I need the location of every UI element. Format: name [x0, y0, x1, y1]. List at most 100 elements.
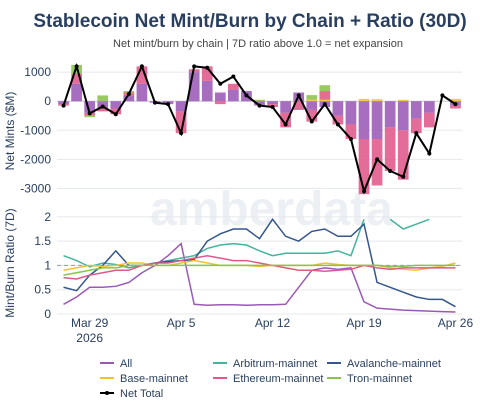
- bar-segment-base-mainnet: [306, 99, 318, 102]
- legend: All Arbitrum-mainnet Avalanche-mainnet Base…: [100, 358, 441, 400]
- bar-segment-all: [397, 101, 409, 131]
- net-total-point: [309, 119, 314, 124]
- bar-segment-all: [267, 101, 278, 105]
- bar-segment-all: [188, 72, 200, 102]
- net-total-point: [296, 93, 301, 98]
- bar-segment-all: [71, 83, 82, 102]
- net-total-point: [270, 105, 275, 110]
- bottom-y-tick-label: 1.5: [34, 234, 51, 248]
- bar-segment-ethereum-mainnet: [201, 66, 213, 81]
- bar-segment-all: [175, 101, 187, 112]
- net-total-point: [179, 131, 184, 136]
- legend-entry: Arbitrum-mainnet: [233, 358, 317, 370]
- bar-segment-ethereum-mainnet: [175, 111, 187, 134]
- bar-segment-ethereum-mainnet: [345, 124, 357, 139]
- top-y-axis-label: Net Mints ($M): [3, 92, 17, 171]
- bar-segment-ethereum-mainnet: [358, 138, 370, 195]
- net-total-point: [205, 65, 210, 70]
- bar-segment-all: [201, 80, 213, 102]
- bar-segment-tron-mainnet: [84, 115, 96, 118]
- x-tick-label: Apr 26: [438, 316, 474, 330]
- net-total-point: [231, 74, 236, 79]
- x-tick-label: Apr 19: [346, 316, 382, 330]
- ratio-line-ethereum-mainnet: [63, 254, 456, 280]
- bar-segment-base-mainnet: [358, 98, 370, 102]
- net-total-point: [257, 103, 262, 108]
- net-total-point: [283, 122, 288, 127]
- bar-segment-ethereum-mainnet: [332, 115, 344, 125]
- bottom-y-tick-label: 2: [44, 210, 51, 224]
- bar-segment-base-mainnet: [371, 99, 383, 102]
- bar-segment-tron-mainnet: [97, 95, 109, 102]
- top-y-tick-label: 0: [44, 94, 51, 108]
- bar-segment-all: [254, 101, 265, 106]
- bar-segment-ethereum-mainnet: [319, 91, 331, 100]
- bar-segment-ethereum-mainnet: [306, 109, 318, 122]
- bar-segment-base-mainnet: [450, 98, 461, 102]
- legend-entry: Ethereum-mainnet: [233, 373, 324, 385]
- ratio-line-arbitrum-mainnet: [389, 218, 430, 230]
- legend-marker: [105, 391, 109, 395]
- net-total-point: [322, 102, 327, 107]
- bar-segment-ethereum-mainnet: [214, 101, 226, 105]
- legend-entry: Tron-mainnet: [347, 373, 412, 385]
- net-total-point: [166, 102, 171, 107]
- bar-segment-ethereum-mainnet: [423, 112, 435, 128]
- ratio-line-tron-mainnet: [63, 264, 456, 276]
- ratio-line-arbitrum-mainnet: [63, 219, 365, 269]
- bar-segment-all: [345, 101, 357, 125]
- watermark-text: amberdata: [150, 183, 393, 236]
- chart-title: Stablecoin Net Mint/Burn by Chain + Rati…: [33, 11, 466, 32]
- net-total-point: [335, 122, 340, 127]
- bar-segment-all: [110, 101, 122, 109]
- bar-segment-ethereum-mainnet: [71, 73, 82, 84]
- chart-subtitle: Net mint/burn by chain | 7D ratio above …: [113, 38, 403, 50]
- net-total-point: [61, 103, 66, 108]
- ratio-line-base-mainnet: [63, 259, 456, 272]
- net-total-point: [427, 151, 432, 156]
- bar-segment-all: [280, 101, 291, 113]
- bar-segment-ethereum-mainnet: [410, 118, 422, 134]
- bottom-y-axis-label: Mint/Burn Ratio (7D): [3, 208, 17, 317]
- bottom-y-tick-label: 1: [44, 258, 51, 272]
- bar-segment-ethereum-mainnet: [384, 127, 396, 171]
- net-total-point: [139, 64, 144, 69]
- bar-segment-all: [97, 101, 109, 108]
- net-total-point: [192, 64, 197, 69]
- net-total-point: [74, 64, 79, 69]
- bar-segment-ethereum-mainnet: [136, 66, 148, 84]
- bar-segment-ethereum-mainnet: [280, 112, 291, 128]
- net-total-point: [388, 168, 393, 173]
- bar-segment-all: [123, 95, 135, 102]
- bar-segment-base-mainnet: [319, 99, 331, 102]
- bar-segment-tron-mainnet: [306, 95, 318, 100]
- bar-segment-all: [84, 101, 96, 113]
- bar-segment-ethereum-mainnet: [228, 83, 239, 90]
- net-total-point: [375, 157, 380, 162]
- top-y-tick-label: -2000: [20, 152, 51, 166]
- bar-segment-all: [136, 83, 148, 102]
- bar-segment-ethereum-mainnet: [110, 108, 122, 115]
- net-total-line: [62, 62, 457, 195]
- net-total-point: [218, 81, 223, 86]
- top-y-tick-label: -1000: [20, 123, 51, 137]
- net-total-point: [113, 112, 118, 117]
- bar-segment-all: [423, 101, 435, 113]
- bar-segment-ethereum-mainnet: [371, 138, 383, 186]
- bar-segment-all: [384, 101, 396, 128]
- bar-segment-all: [410, 101, 422, 119]
- x-tick-label: 2026: [76, 331, 103, 345]
- net-total-point: [100, 104, 105, 109]
- bar-segment-all: [228, 89, 239, 102]
- top-y-tick-label: 1000: [24, 65, 51, 79]
- bar-segment-all: [371, 101, 383, 139]
- net-total-point: [244, 93, 249, 98]
- bar-segment-tron-mainnet: [254, 99, 265, 102]
- legend-entry: Avalanche-mainnet: [347, 358, 441, 370]
- bar-segment-ethereum-mainnet: [97, 107, 109, 112]
- x-tick-label: Apr 12: [255, 316, 291, 330]
- x-tick-label: Apr 5: [167, 316, 196, 330]
- net-total-point: [87, 111, 92, 116]
